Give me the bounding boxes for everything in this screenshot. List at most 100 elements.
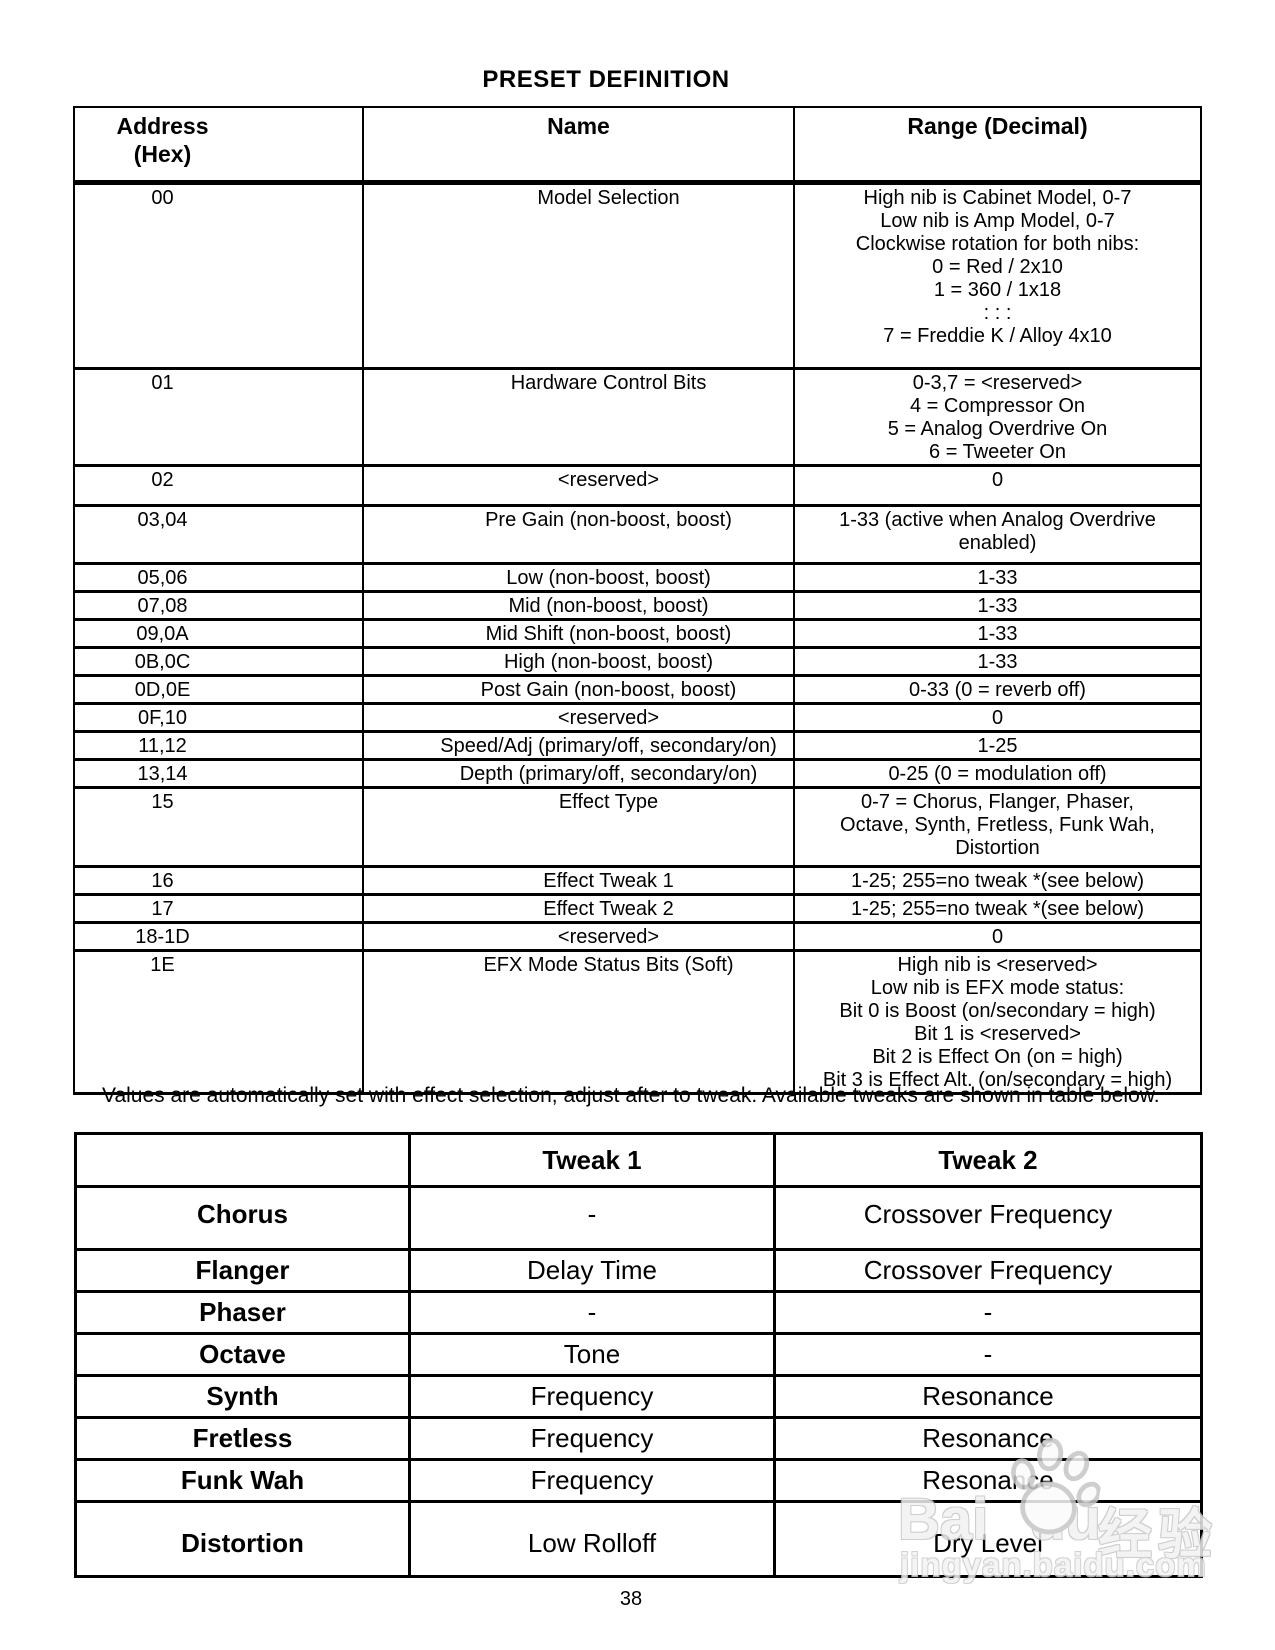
address-cell: 09,0A [73, 618, 364, 649]
range-line: : : : [983, 302, 1012, 324]
range-line: High nib is Cabinet Model, 0-7 [863, 187, 1132, 209]
preset-row-03,04: 03,04 Pre Gain (non-boost, boost) 1-33 (ac… [73, 504, 1202, 565]
range-cell: 1-33 (active when Analog Overdrive enable… [793, 504, 1202, 565]
range-line: 0-33 (0 = reverb off) [909, 679, 1086, 701]
tweak-row-funk-wah: Funk Wah Frequency Resonance [74, 1458, 1203, 1503]
range-line: 1-33 (active when Analog Overdrive [839, 509, 1156, 531]
name-cell: Mid (non-boost, boost) [362, 590, 795, 621]
range-cell: 0-33 (0 = reverb off) [793, 674, 1202, 705]
tweak2-cell: - [773, 1332, 1203, 1377]
name-cell: Depth (primary/off, secondary/on) [362, 758, 795, 789]
page-title: PRESET DEFINITION [482, 66, 730, 93]
tweak2-cell: Crossover Frequency [773, 1185, 1203, 1251]
range-line: 1-25; 255=no tweak *(see below) [851, 898, 1144, 920]
range-cell: 1-25; 255=no tweak *(see below) [793, 865, 1202, 896]
range-cell: 1-33 [793, 590, 1202, 621]
range-line: Clockwise rotation for both nibs: [855, 233, 1140, 255]
name-cell: <reserved> [362, 464, 795, 507]
preset-row-01: 01 Hardware Control Bits 0-3,7 = <reserved… [73, 367, 1202, 467]
tweak-table-header-row: Tweak 1 Tweak 2 [74, 1132, 1203, 1188]
range-line: 1-33 [977, 623, 1018, 645]
preset-definition-table: Address (Hex) Name Range (Decimal) 00 Mod… [73, 106, 1202, 1095]
range-cell: 1-33 [793, 618, 1202, 649]
name-header: Name [362, 106, 795, 185]
tweak2-cell: Resonance [773, 1416, 1203, 1461]
range-line: Bit 2 is Effect On (on = high) [872, 1046, 1123, 1068]
name-cell: Model Selection [362, 181, 795, 370]
name-cell: <reserved> [362, 702, 795, 733]
address-cell: 01 [73, 367, 364, 467]
effect-cell: Phaser [74, 1290, 411, 1335]
address-cell: 1E [73, 949, 364, 1095]
range-line: Bit 3 is Effect Alt. (on/secondary = hig… [822, 1069, 1173, 1091]
preset-row-0B,0C: 0B,0C High (non-boost, boost) 1-33 [73, 646, 1202, 677]
tweak-row-synth: Synth Frequency Resonance [74, 1374, 1203, 1419]
preset-row-13,14: 13,14 Depth (primary/off, secondary/on) 0-… [73, 758, 1202, 789]
tweak1-cell: Low Rolloff [408, 1500, 776, 1578]
preset-row-11,12: 11,12 Speed/Adj (primary/off, secondary/o… [73, 730, 1202, 761]
preset-row-0F,10: 0F,10 <reserved> 0 [73, 702, 1202, 733]
range-cell: 1-33 [793, 646, 1202, 677]
preset-row-00: 00 Model Selection High nib is Cabinet Mod… [73, 181, 1202, 370]
tweak2-cell: Resonance [773, 1374, 1203, 1419]
range-line: High nib is <reserved> [897, 954, 1098, 976]
range-line: 1-25 [977, 735, 1018, 757]
page-number: 38 [619, 1588, 643, 1610]
name-cell: Effect Tweak 1 [362, 865, 795, 896]
name-cell: Pre Gain (non-boost, boost) [362, 504, 795, 565]
preset-row-0D,0E: 0D,0E Post Gain (non-boost, boost) 0-33 (0… [73, 674, 1202, 705]
address-header-line1: Address [116, 113, 209, 139]
address-header: Address (Hex) [73, 106, 364, 185]
effect-cell: Distortion [74, 1500, 411, 1578]
effect-cell: Fretless [74, 1416, 411, 1461]
address-cell: 0F,10 [73, 702, 364, 733]
name-cell: EFX Mode Status Bits (Soft) [362, 949, 795, 1095]
tweak1-cell: - [408, 1185, 776, 1251]
name-cell: Post Gain (non-boost, boost) [362, 674, 795, 705]
address-cell: 16 [73, 865, 364, 896]
preset-row-15: 15 Effect Type 0-7 = Chorus, Flanger, Phas… [73, 786, 1202, 868]
range-line: 5 = Analog Overdrive On [887, 418, 1108, 440]
preset-row-1E: 1E EFX Mode Status Bits (Soft) High nib is… [73, 949, 1202, 1095]
range-line: 0 [991, 926, 1004, 948]
name-cell: Effect Type [362, 786, 795, 868]
range-header: Range (Decimal) [793, 106, 1202, 185]
range-line: 1 = 360 / 1x18 [933, 279, 1062, 301]
tweak-row-phaser: Phaser - - [74, 1290, 1203, 1335]
address-cell: 0B,0C [73, 646, 364, 677]
preset-row-02: 02 <reserved> 0 [73, 464, 1202, 507]
range-line: Bit 1 is <reserved> [914, 1023, 1081, 1045]
range-line: Octave, Synth, Fretless, Funk Wah, [840, 814, 1155, 836]
tweak1-cell: Delay Time [408, 1248, 776, 1293]
address-cell: 05,06 [73, 562, 364, 593]
tweak-row-flanger: Flanger Delay Time Crossover Frequency [74, 1248, 1203, 1293]
range-line: 0 [991, 707, 1004, 729]
note-text: Values are automatically set with effect… [102, 1084, 1160, 1107]
range-line: 0-7 = Chorus, Flanger, Phaser, [861, 791, 1134, 813]
tweak-row-distortion: Distortion Low Rolloff Dry Level [74, 1500, 1203, 1578]
range-line: 4 = Compressor On [909, 395, 1086, 417]
name-cell: Hardware Control Bits [362, 367, 795, 467]
range-cell: 1-33 [793, 562, 1202, 593]
preset-table-header-row: Address (Hex) Name Range (Decimal) [73, 106, 1202, 185]
range-line: Low nib is EFX mode status: [870, 977, 1125, 999]
range-line: Low nib is Amp Model, 0-7 [880, 210, 1115, 232]
preset-row-07,08: 07,08 Mid (non-boost, boost) 1-33 [73, 590, 1202, 621]
address-cell: 02 [73, 464, 364, 507]
range-cell: 0 [793, 921, 1202, 952]
range-line: 1-33 [977, 651, 1018, 673]
range-line: 0 = Red / 2x10 [932, 256, 1063, 278]
range-line: Bit 0 is Boost (on/secondary = high) [839, 1000, 1156, 1022]
tweak1-cell: - [408, 1290, 776, 1335]
effect-cell: Synth [74, 1374, 411, 1419]
name-cell: Low (non-boost, boost) [362, 562, 795, 593]
range-cell: 0 [793, 702, 1202, 733]
name-cell: High (non-boost, boost) [362, 646, 795, 677]
name-cell: Speed/Adj (primary/off, secondary/on) [362, 730, 795, 761]
tweak-table: Tweak 1 Tweak 2 Chorus - Crossover Frequen… [74, 1132, 1203, 1578]
preset-row-05,06: 05,06 Low (non-boost, boost) 1-33 [73, 562, 1202, 593]
range-line: enabled) [958, 532, 1037, 554]
tweak2-cell: Resonance [773, 1458, 1203, 1503]
address-cell: 13,14 [73, 758, 364, 789]
